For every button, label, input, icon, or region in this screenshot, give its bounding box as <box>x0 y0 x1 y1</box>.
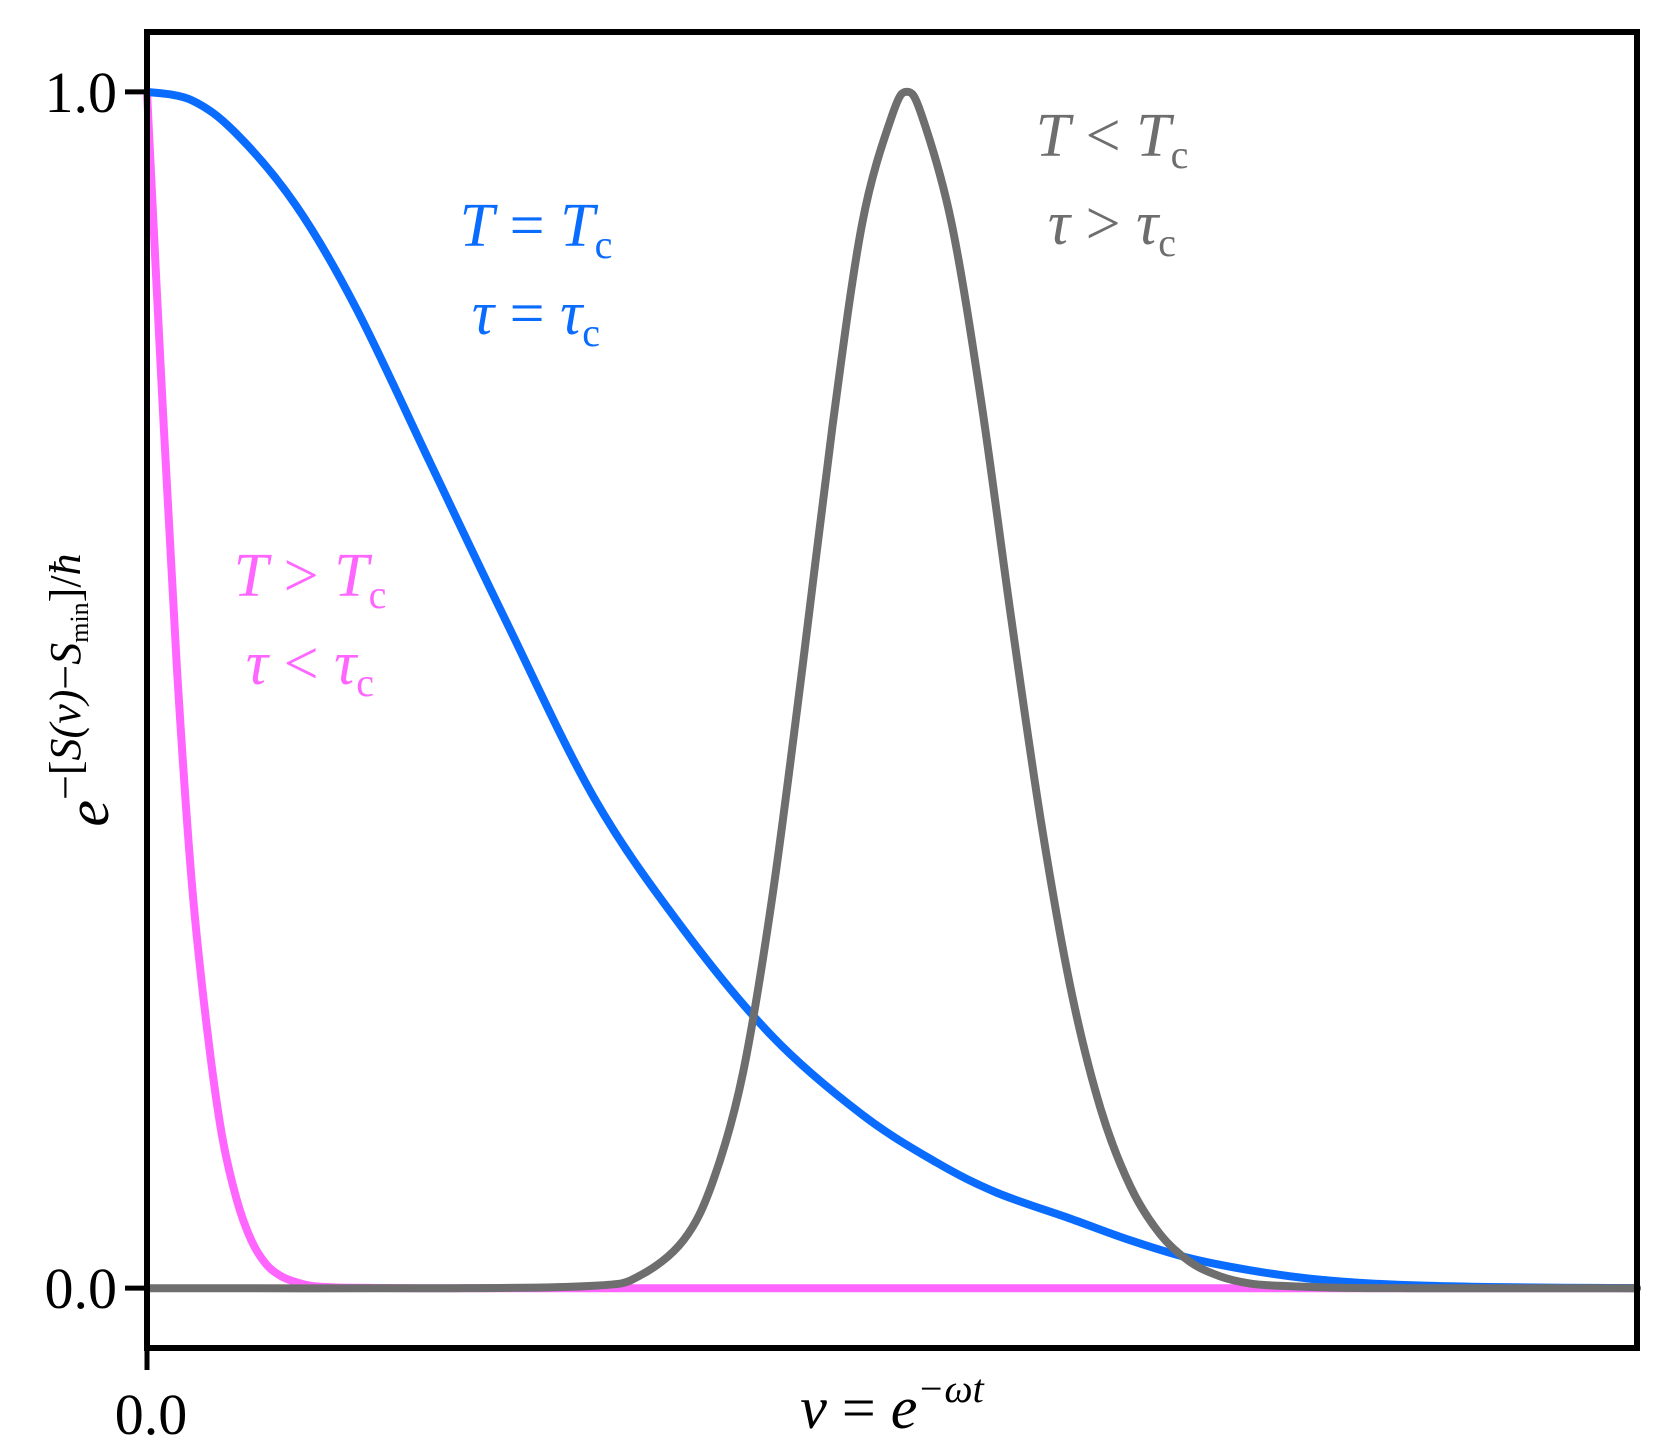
y-axis-label-s2: S <box>41 643 90 665</box>
y-axis-label-post: ]/ <box>41 575 90 603</box>
series-annotation-2-line-2: τ = τc <box>472 280 600 355</box>
series-annotation-2-line-1: T = Tc <box>460 192 613 267</box>
series-layer <box>143 87 1641 1293</box>
y-axis-label-s1: S <box>41 738 90 760</box>
series-annotation-3-line-1: T < Tc <box>1036 102 1189 177</box>
series-line-3 <box>143 87 1641 1293</box>
series-annotation-3-line-2: τ > τc <box>1048 190 1176 265</box>
y-axis-label-v: (v) <box>41 690 90 739</box>
ticks-layer: 0.0 1.0 0.0 <box>45 60 188 1447</box>
y-tick-label: 1.0 <box>45 60 118 125</box>
y-axis-label-minus: − <box>41 665 90 690</box>
x-axis-label-eq: = <box>827 1375 891 1441</box>
y-axis-label: e−[S(v)−Smin]/ħ <box>41 553 121 826</box>
annotation-layer: T > Tc τ < τc T = Tc τ = τc T < Tc τ > τc <box>234 102 1189 705</box>
series-annotation-1-line-1: T > Tc <box>234 542 387 617</box>
y-axis-label-exp-pre: −[ <box>41 760 90 799</box>
y-axis-label-sub: min <box>65 602 94 642</box>
y-tick-label: 0.0 <box>45 1256 118 1321</box>
x-tick-label: 0.0 <box>115 1382 188 1445</box>
plot-frame <box>144 29 1640 1351</box>
x-axis-label-base: e <box>891 1375 918 1441</box>
x-axis-label-lhs: v <box>800 1375 827 1441</box>
x-axis-label-exp: −ωt <box>917 1366 984 1411</box>
x-axis-label: v = e−ωt <box>800 1366 984 1441</box>
series-annotation-1-line-2: τ < τc <box>246 630 374 705</box>
y-axis-label-hbar: ħ <box>41 553 90 575</box>
y-axis-label-base: e <box>55 800 121 827</box>
series-line-2 <box>143 87 1641 1293</box>
series-line-1 <box>143 87 1641 1293</box>
